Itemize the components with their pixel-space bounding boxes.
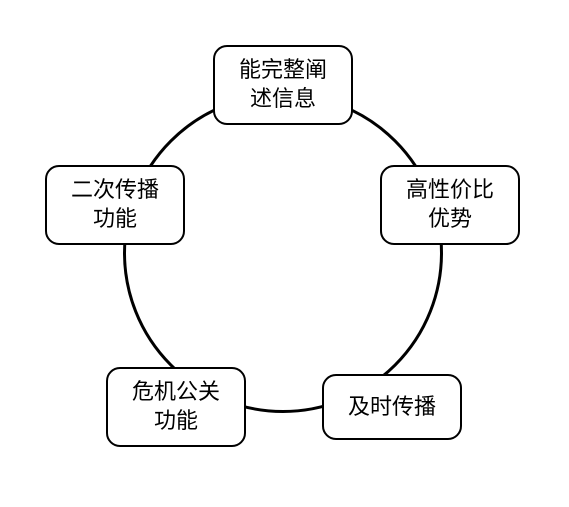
node-label: 能完整阐 述信息	[239, 56, 327, 113]
node-bottom-left: 危机公关 功能	[106, 367, 246, 447]
node-label: 高性价比 优势	[406, 176, 494, 233]
node-label: 二次传播 功能	[71, 176, 159, 233]
node-label: 危机公关 功能	[132, 378, 220, 435]
node-label: 及时传播	[348, 393, 436, 422]
node-right: 高性价比 优势	[380, 165, 520, 245]
node-top: 能完整阐 述信息	[213, 45, 353, 125]
node-left: 二次传播 功能	[45, 165, 185, 245]
center-circle	[123, 93, 443, 413]
node-bottom-right: 及时传播	[322, 374, 462, 440]
